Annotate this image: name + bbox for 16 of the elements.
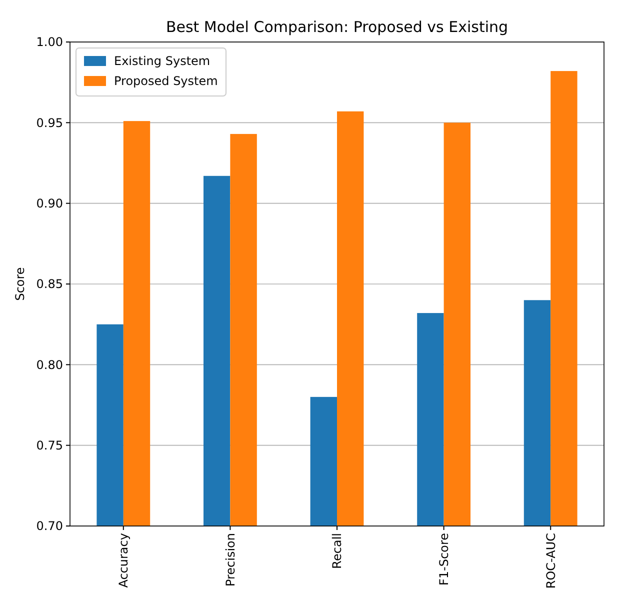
x-tick-label: Accuracy: [116, 533, 131, 588]
x-tick-label: F1-Score: [437, 533, 451, 586]
y-tick-label: 0.70: [36, 519, 63, 534]
x-tick-label: ROC-AUC: [544, 533, 558, 589]
y-tick-label: 0.80: [36, 358, 63, 372]
legend-label: Existing System: [114, 54, 210, 68]
legend-label: Proposed System: [114, 74, 218, 88]
y-tick-label: 0.75: [36, 438, 63, 453]
x-tick-label: Precision: [223, 533, 238, 587]
y-tick-label: 0.95: [36, 116, 63, 130]
chart-title: Best Model Comparison: Proposed vs Existing: [166, 18, 508, 36]
y-axis-title: Score: [13, 267, 27, 301]
y-tick-label: 1.00: [36, 35, 63, 50]
x-tick-label: Recall: [330, 533, 344, 569]
y-tick-label: 0.90: [36, 196, 63, 211]
y-tick-label: 0.85: [36, 277, 63, 292]
